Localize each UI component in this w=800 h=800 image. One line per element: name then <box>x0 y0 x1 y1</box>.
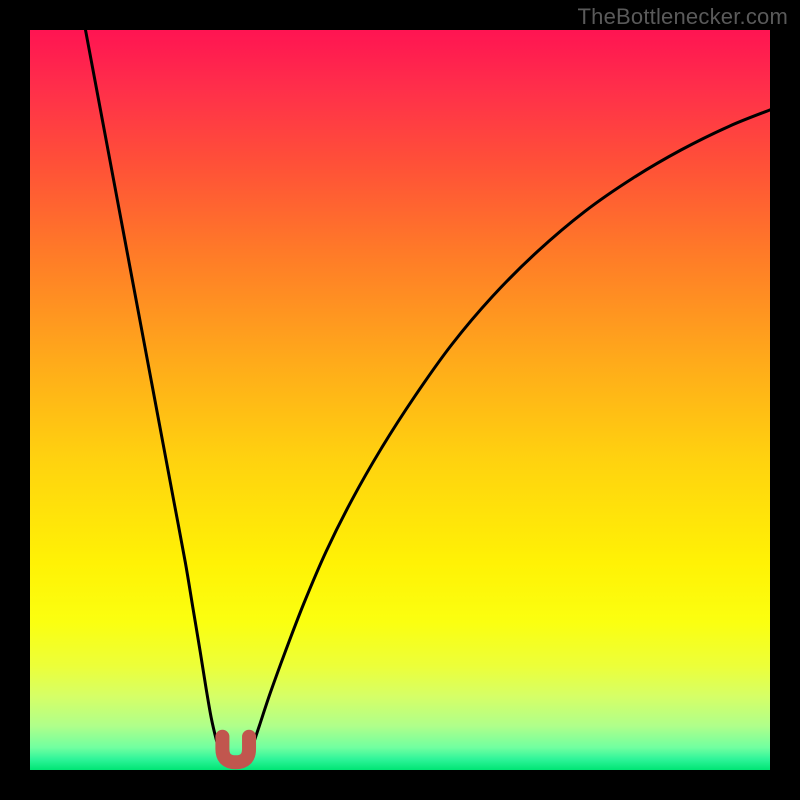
chart-outer-frame: TheBottlenecker.com <box>0 0 800 800</box>
u-marker-icon <box>222 737 249 763</box>
watermark-text: TheBottlenecker.com <box>578 4 788 30</box>
optimal-point-marker <box>30 30 770 770</box>
plot-area <box>30 30 770 770</box>
